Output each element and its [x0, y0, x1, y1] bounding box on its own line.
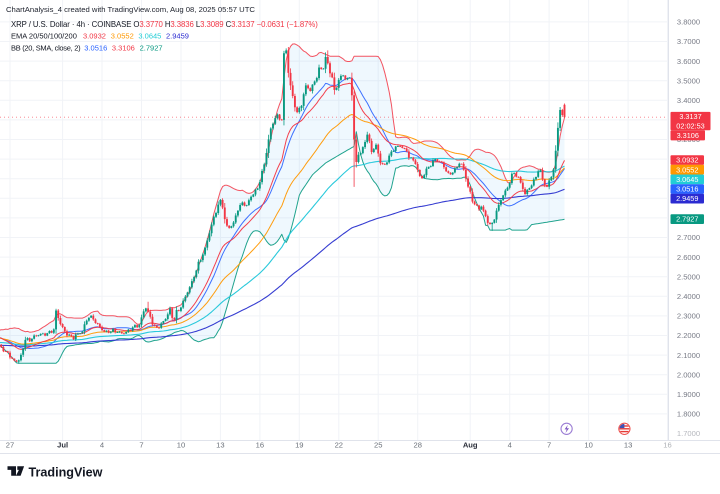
svg-text:16: 16 — [256, 440, 264, 449]
svg-text:3.3106: 3.3106 — [112, 43, 135, 52]
svg-text:16: 16 — [663, 440, 671, 449]
svg-text:3.0516: 3.0516 — [84, 43, 107, 52]
svg-text:3.0516: 3.0516 — [676, 185, 698, 194]
svg-text:10: 10 — [177, 440, 185, 449]
svg-text:3.0645: 3.0645 — [676, 175, 698, 184]
svg-text:ChartAnalysis_4 created with T: ChartAnalysis_4 created with TradingView… — [6, 5, 255, 14]
svg-text:3.0552: 3.0552 — [676, 165, 698, 174]
svg-text:02:02:53: 02:02:53 — [676, 121, 704, 130]
svg-text:10: 10 — [584, 440, 592, 449]
svg-text:2.9459: 2.9459 — [676, 194, 698, 203]
svg-text:2.3000: 2.3000 — [677, 312, 700, 321]
svg-text:XRP / U.S. Dollar · 4h · COINB: XRP / U.S. Dollar · 4h · COINBASE O3.377… — [11, 20, 318, 29]
svg-text:2.2000: 2.2000 — [677, 331, 700, 340]
svg-text:3.0645: 3.0645 — [138, 32, 161, 41]
svg-text:4: 4 — [508, 440, 512, 449]
svg-text:3.3137: 3.3137 — [679, 112, 701, 121]
svg-text:3.0932: 3.0932 — [676, 156, 698, 165]
svg-text:2.9459: 2.9459 — [166, 32, 189, 41]
svg-text:2.0000: 2.0000 — [677, 370, 700, 379]
svg-text:27: 27 — [6, 440, 14, 449]
svg-text:3.0552: 3.0552 — [111, 32, 134, 41]
svg-text:BB (20, SMA, close, 2): BB (20, SMA, close, 2) — [11, 43, 81, 52]
svg-text:3.6000: 3.6000 — [677, 57, 700, 66]
svg-text:2.4000: 2.4000 — [677, 292, 700, 301]
svg-text:3.8000: 3.8000 — [677, 18, 700, 27]
svg-text:7: 7 — [139, 440, 143, 449]
svg-text:2.7927: 2.7927 — [676, 215, 698, 224]
svg-text:Jul: Jul — [57, 440, 68, 449]
svg-text:19: 19 — [295, 440, 303, 449]
svg-text:22: 22 — [335, 440, 343, 449]
svg-text:3.3106: 3.3106 — [677, 131, 699, 140]
svg-text:25: 25 — [374, 440, 382, 449]
svg-text:1.8000: 1.8000 — [677, 410, 700, 419]
svg-text:3.7000: 3.7000 — [677, 37, 700, 46]
svg-text:1.9000: 1.9000 — [677, 390, 700, 399]
svg-text:2.7000: 2.7000 — [677, 233, 700, 242]
svg-text:2.1000: 2.1000 — [677, 351, 700, 360]
svg-text:28: 28 — [413, 440, 421, 449]
svg-text:3.4000: 3.4000 — [677, 96, 700, 105]
svg-text:3.5000: 3.5000 — [677, 76, 700, 85]
svg-text:3.0932: 3.0932 — [83, 32, 106, 41]
svg-text:2.6000: 2.6000 — [677, 253, 700, 262]
svg-text:Aug: Aug — [463, 440, 478, 449]
svg-text:4: 4 — [100, 440, 104, 449]
svg-text:2.5000: 2.5000 — [677, 272, 700, 281]
svg-text:TradingView: TradingView — [29, 465, 103, 479]
svg-text:2.7927: 2.7927 — [140, 43, 163, 52]
svg-text:13: 13 — [216, 440, 224, 449]
svg-text:EMA 20/50/100/200: EMA 20/50/100/200 — [11, 32, 77, 41]
svg-text:7: 7 — [547, 440, 551, 449]
svg-text:13: 13 — [624, 440, 632, 449]
svg-text:1.7000: 1.7000 — [677, 429, 700, 438]
